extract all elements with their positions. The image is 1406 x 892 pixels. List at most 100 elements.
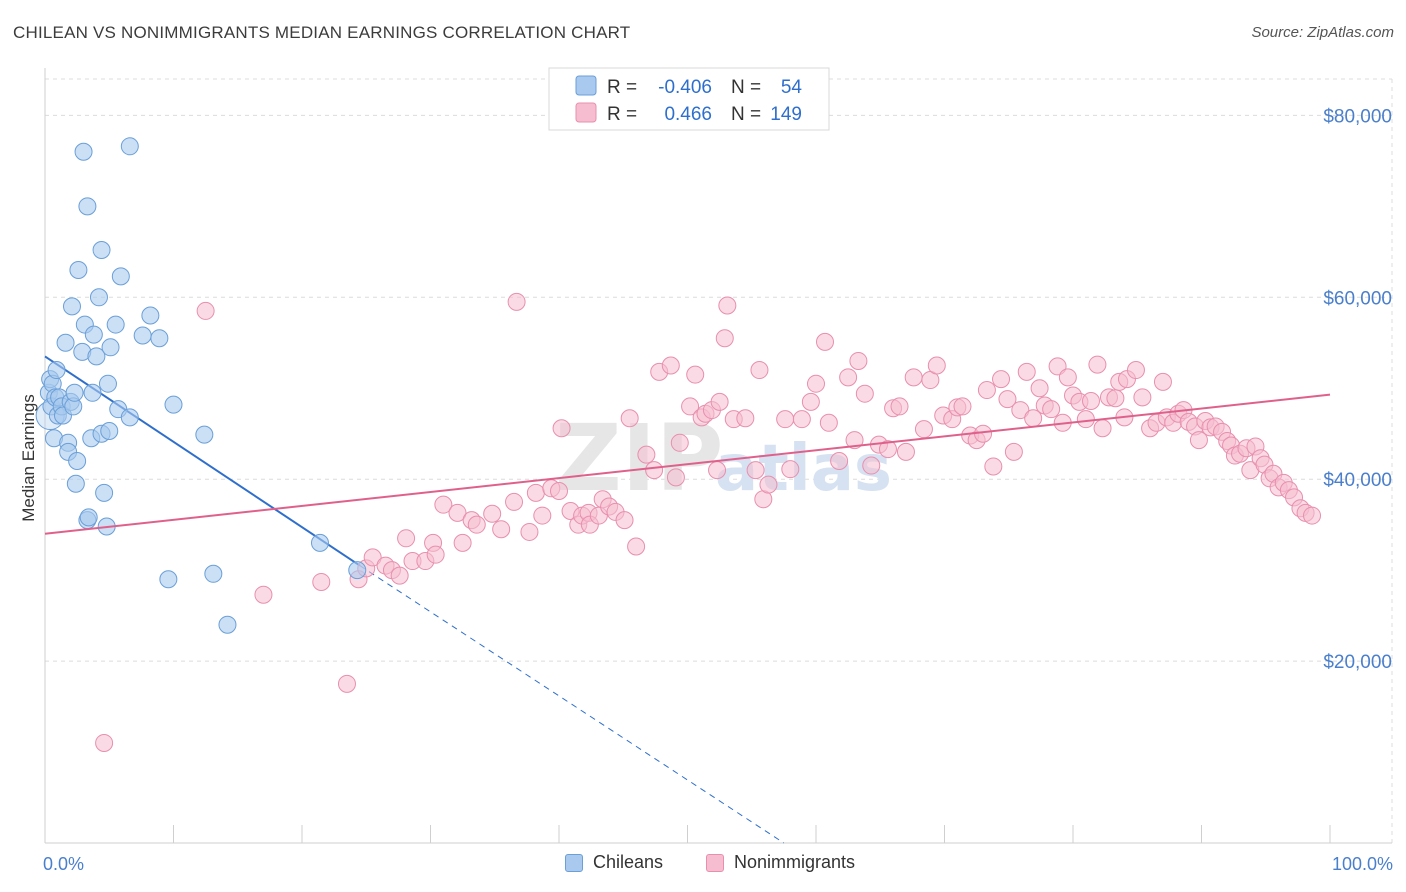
legend-n-value-chileans: 54	[781, 77, 803, 98]
legend-swatch	[565, 853, 583, 872]
data-point-nonimmigrants	[505, 492, 524, 511]
data-point-nonimmigrants	[849, 351, 868, 370]
data-point-nonimmigrants	[1011, 401, 1030, 420]
data-point-nonimmigrants	[708, 461, 727, 480]
data-point-nonimmigrants	[95, 733, 114, 752]
data-point-nonimmigrants	[878, 440, 897, 459]
data-point-chileans	[47, 361, 66, 380]
data-point-chileans	[100, 421, 119, 440]
data-point-nonimmigrants	[792, 410, 811, 429]
legend-n-value-nonimmigrants: 149	[770, 104, 802, 125]
data-point-nonimmigrants	[715, 329, 734, 348]
trend-line-nonimmigrants	[44, 393, 1331, 535]
data-point-chileans	[56, 333, 75, 352]
data-point-chileans	[101, 338, 120, 357]
trend-line-nonimmigrants-solid	[44, 393, 1331, 535]
legend-r-value-chileans: -0.406	[658, 77, 712, 98]
data-point-nonimmigrants	[507, 292, 526, 311]
data-point-nonimmigrants	[1042, 400, 1061, 419]
data-point-nonimmigrants	[953, 397, 972, 416]
y-tick-label: $40,000	[1323, 470, 1392, 491]
series-nonimmigrants	[95, 292, 1322, 752]
data-point-nonimmigrants	[615, 511, 634, 530]
data-point-nonimmigrants	[467, 515, 486, 534]
data-point-nonimmigrants	[839, 368, 858, 387]
data-point-chileans	[78, 197, 97, 216]
data-point-nonimmigrants	[927, 356, 946, 375]
trend-line-chileans-extrapolated	[359, 565, 785, 844]
data-point-nonimmigrants	[984, 457, 1003, 476]
data-point-nonimmigrants	[363, 548, 382, 567]
data-point-nonimmigrants	[855, 384, 874, 403]
data-point-nonimmigrants	[750, 361, 769, 380]
legend-label-chileans: Chileans	[593, 852, 664, 872]
data-point-chileans	[348, 561, 367, 580]
data-point-chileans	[84, 325, 103, 344]
data-point-nonimmigrants	[807, 374, 825, 393]
data-point-nonimmigrants	[830, 452, 849, 470]
data-point-nonimmigrants	[492, 520, 511, 539]
legend-r-label-chileans: R =	[607, 77, 637, 98]
legend-r-value-nonimmigrants: 0.466	[664, 104, 712, 125]
data-point-nonimmigrants	[1093, 419, 1112, 438]
data-point-chileans	[69, 261, 88, 279]
axes	[44, 68, 1392, 844]
data-point-chileans	[92, 240, 111, 259]
data-point-chileans	[310, 533, 329, 552]
legend-r-label-nonimmigrants: R =	[607, 104, 637, 125]
data-point-nonimmigrants	[977, 381, 996, 400]
data-point-nonimmigrants	[552, 419, 571, 438]
data-point-nonimmigrants	[781, 460, 800, 479]
legend-item-chileans[interactable]: Chileans	[565, 852, 663, 873]
data-point-chileans	[79, 508, 98, 527]
data-point-nonimmigrants	[914, 420, 933, 439]
data-point-nonimmigrants	[390, 566, 409, 585]
data-point-chileans	[204, 564, 223, 583]
data-point-nonimmigrants	[1133, 388, 1152, 407]
data-point-nonimmigrants	[620, 409, 639, 428]
chart-title: CHILEAN VS NONIMMIGRANTS MEDIAN EARNINGS…	[13, 23, 631, 42]
data-point-nonimmigrants	[196, 301, 215, 320]
data-point-chileans	[62, 297, 81, 316]
data-point-nonimmigrants	[337, 674, 356, 693]
data-point-nonimmigrants	[533, 506, 552, 525]
data-point-nonimmigrants	[670, 433, 689, 452]
data-point-chileans	[65, 383, 84, 402]
x-tick-label-min: 0.0%	[43, 854, 84, 874]
data-point-nonimmigrants	[759, 475, 778, 494]
y-axis-label: Median Earnings	[19, 394, 38, 522]
data-point-nonimmigrants	[845, 431, 864, 450]
data-point-chileans	[218, 615, 237, 634]
legend-swatch	[706, 853, 724, 872]
data-point-chileans	[74, 142, 93, 161]
legend-item-nonimmigrants[interactable]: Nonimmigrants	[706, 852, 855, 873]
y-tick-label: $80,000	[1323, 106, 1392, 127]
data-point-nonimmigrants	[819, 413, 838, 432]
data-point-nonimmigrants	[681, 397, 700, 416]
data-point-nonimmigrants	[434, 495, 453, 514]
data-point-nonimmigrants	[1153, 372, 1172, 391]
x-tick-labels: 0.0% 100.0%	[43, 854, 1393, 874]
legend-n-label-chileans: N =	[731, 77, 761, 98]
data-point-chileans	[133, 326, 152, 345]
series-chileans	[35, 137, 367, 634]
data-point-nonimmigrants	[686, 365, 705, 384]
data-point-nonimmigrants	[1303, 506, 1322, 525]
data-point-nonimmigrants	[448, 503, 467, 522]
data-point-nonimmigrants	[637, 445, 656, 464]
data-point-nonimmigrants	[426, 545, 445, 564]
data-point-nonimmigrants	[1058, 368, 1077, 387]
data-point-nonimmigrants	[1088, 355, 1107, 374]
data-point-nonimmigrants	[890, 397, 909, 416]
data-point-chileans	[83, 383, 102, 402]
data-point-chileans	[141, 306, 160, 325]
data-point-chileans	[106, 315, 125, 334]
legend-bottom: Chileans Nonimmigrants	[0, 852, 1406, 878]
data-point-chileans	[87, 347, 106, 366]
data-point-nonimmigrants	[736, 409, 755, 428]
data-point-nonimmigrants	[1076, 410, 1095, 429]
data-point-nonimmigrants	[1030, 379, 1049, 398]
data-point-nonimmigrants	[254, 585, 273, 604]
data-point-nonimmigrants	[710, 392, 729, 411]
data-point-chileans	[98, 374, 117, 393]
